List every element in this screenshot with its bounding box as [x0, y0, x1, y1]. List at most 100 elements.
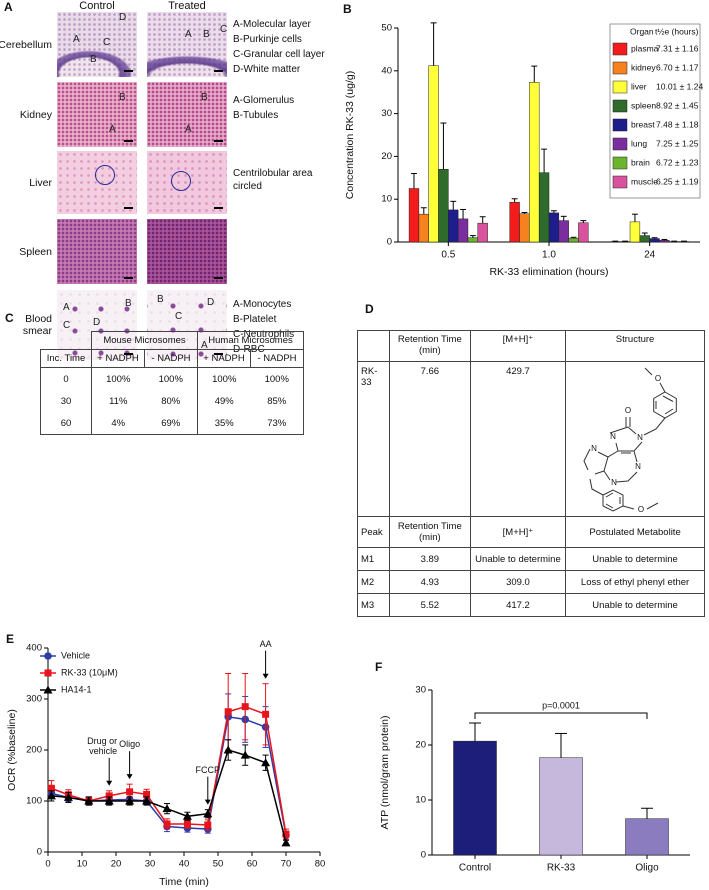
y-axis-title: ATP (nmol/gram protein)	[379, 716, 391, 830]
bar	[408, 188, 420, 243]
arrow-head	[126, 774, 133, 780]
legend-label: kidney	[631, 62, 656, 72]
table-cell: M2	[357, 570, 390, 594]
legend-label: Vehicle	[61, 650, 90, 660]
image-marker: C	[63, 320, 71, 331]
bar	[477, 222, 488, 243]
scale-bar	[124, 140, 133, 142]
image-marker: B	[90, 54, 97, 65]
structure-cell: O N N N N N O O	[565, 361, 705, 517]
table-row: RK-33 7.66 429.7 O N N N N N O O	[357, 361, 705, 517]
legend-label: plasma	[631, 43, 659, 53]
legend-swatch	[612, 118, 628, 132]
table-row: 60 4% 69% 35% 73%	[40, 412, 304, 435]
table-cell: 100%	[250, 367, 304, 390]
legend-value: 6.25 ± 1.19	[656, 176, 699, 186]
image-marker: D	[93, 317, 101, 328]
x-axis-title: Time (min)	[159, 876, 209, 888]
table-cell: M3	[357, 593, 390, 617]
y-tick-label: 40	[381, 65, 392, 76]
marker	[125, 796, 135, 805]
column-header: - NADPH	[250, 349, 304, 368]
legend-label: breast	[631, 119, 655, 129]
y-tick-label: 400	[26, 643, 42, 654]
y-tick-label: 10	[415, 795, 426, 806]
image-marker: B	[201, 92, 208, 103]
y-tick-label: 0	[421, 850, 426, 861]
table-row: Peak Retention Time (min) [M+H]⁺ Postulated…	[357, 516, 705, 548]
y-tick-label: 30	[381, 108, 392, 119]
image-marker: B	[119, 92, 126, 103]
legend-value: 8.92 ± 1.45	[656, 100, 699, 110]
table-cell: Unable to determine	[565, 547, 705, 571]
marker	[43, 685, 53, 694]
panel-label: F	[375, 660, 382, 674]
table-cell: 69%	[144, 412, 198, 435]
bar	[457, 218, 469, 243]
image-marker: B	[203, 29, 210, 40]
table-cell: Loss of ethyl phenyl ether	[565, 570, 705, 594]
marker	[224, 708, 232, 716]
table-cell: 100%	[197, 367, 251, 390]
circle-marker	[171, 171, 191, 191]
panel-label: D	[365, 302, 374, 316]
y-tick-label: 300	[26, 694, 42, 705]
table-cell	[41, 332, 92, 350]
marker	[163, 820, 171, 828]
legend-label: brain	[631, 157, 650, 167]
table-row: 0 100% 100% 100% 100%	[40, 367, 304, 390]
scale-bar	[214, 277, 223, 279]
marker	[182, 811, 192, 820]
annotation: B-Platelet	[233, 314, 277, 325]
marker	[240, 750, 250, 759]
table-cell: Postulated Metabolite	[565, 516, 705, 548]
table-cell: 49%	[197, 390, 251, 412]
bar	[625, 818, 669, 856]
legend-title: Organ	[630, 26, 654, 36]
table-cell: 35%	[197, 412, 251, 435]
column-header: + NADPH	[91, 349, 145, 368]
significance-bracket	[474, 712, 648, 719]
x-tick-label: 70	[281, 859, 292, 870]
x-tick-label: 60	[247, 859, 258, 870]
x-tick-label: 80	[315, 859, 326, 870]
table-cell: 429.7	[469, 361, 567, 517]
legend-label: spleen	[631, 100, 656, 110]
x-tick-label: 1.0	[542, 250, 556, 261]
image-marker: A	[63, 302, 70, 313]
y-tick-label: 100	[26, 796, 42, 807]
marker	[44, 669, 52, 677]
scale-bar	[124, 277, 133, 279]
marker	[143, 790, 151, 798]
table-cell: 3.89	[388, 547, 471, 571]
image-marker: A	[73, 34, 80, 45]
y-tick-label: 20	[415, 740, 426, 751]
legend-value: 7.31 ± 1.16	[656, 43, 699, 53]
table-cell	[357, 330, 390, 362]
bar	[538, 172, 550, 243]
y-tick-label: 0	[387, 237, 392, 248]
data-table: Retention Time (min) [M+H]⁺ Structure RK-33…	[357, 330, 705, 617]
panel-label: E	[6, 632, 14, 646]
legend-swatch	[612, 42, 628, 56]
marker	[84, 796, 94, 805]
y-tick-label: 10	[381, 194, 392, 205]
image-marker: C	[220, 24, 228, 35]
chart: F 0 10 20 30 ATP (nmol/gram protein) Control RK…	[375, 660, 690, 874]
bar	[548, 212, 560, 243]
marker	[162, 804, 172, 813]
image-marker: A	[185, 124, 192, 135]
image-marker: A	[185, 29, 192, 40]
marker	[44, 652, 52, 660]
bar	[438, 168, 449, 243]
table-row: M3 5.52 417.2 Unable to determine	[357, 593, 705, 617]
image-marker: D	[119, 12, 127, 23]
atom-label: N	[635, 462, 641, 471]
x-tick-label: 50	[213, 859, 224, 870]
annotation-box: Oligo	[119, 739, 140, 749]
marker	[142, 796, 152, 805]
annotation: Drug or vehicle	[87, 735, 118, 756]
table-cell: 417.2	[469, 593, 567, 617]
x-tick-label: Oligo	[635, 863, 659, 874]
table-cell: 60	[40, 412, 92, 435]
